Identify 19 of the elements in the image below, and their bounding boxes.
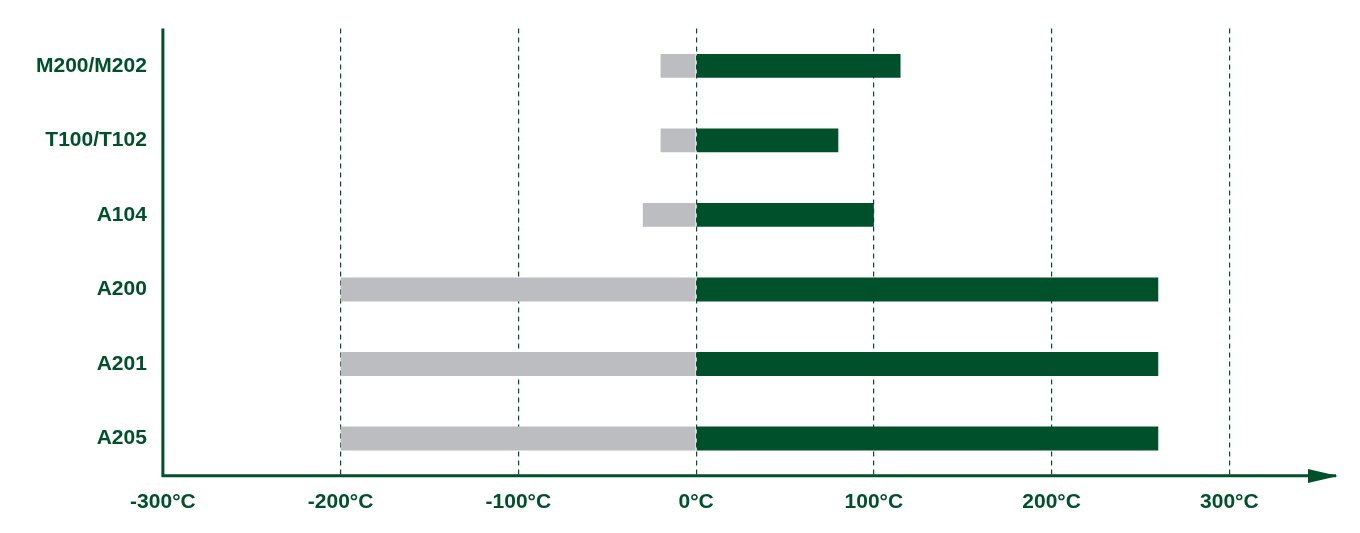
y-tick-label: A205 (96, 425, 148, 449)
y-tick-label: A200 (96, 276, 147, 300)
bar (660, 53, 696, 78)
x-tick-label: -100°C (485, 489, 552, 513)
x-tick-label: -200°C (307, 489, 374, 513)
x-tick-label: 200°C (1022, 489, 1081, 513)
x-tick-label: 100°C (844, 489, 904, 513)
bar (340, 352, 696, 376)
y-tick-label: M200/M202 (35, 52, 147, 76)
bar (642, 203, 696, 227)
bar (340, 426, 696, 451)
x-tick-label: -300°C (130, 489, 196, 513)
x-tick-label: 0°C (678, 489, 714, 513)
bar (340, 277, 696, 302)
y-tick-label: T100/T102 (45, 127, 147, 151)
x-tick-label: 300°C (1200, 489, 1259, 513)
bar (660, 128, 696, 153)
y-tick-label: A104 (96, 201, 148, 225)
y-tick-label: A201 (96, 350, 148, 374)
